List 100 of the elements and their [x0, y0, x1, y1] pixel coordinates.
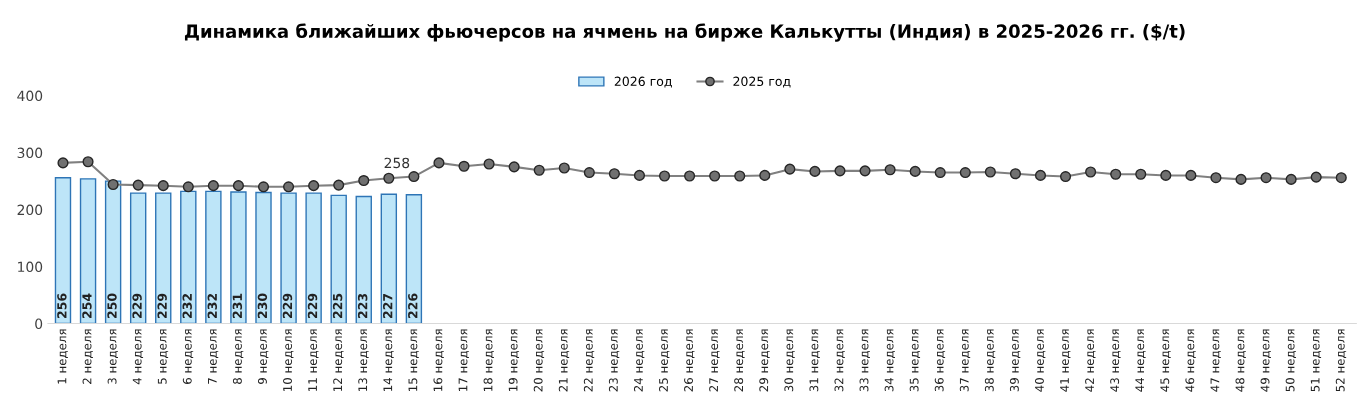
point	[182, 181, 194, 193]
data-label: 232	[207, 294, 217, 319]
bar	[355, 195, 372, 324]
data-label: 230	[257, 293, 268, 319]
data-label: 258	[384, 157, 410, 169]
data-label: 256	[57, 293, 67, 319]
x-tick-label: 11 неделя	[308, 329, 319, 391]
point	[658, 170, 671, 182]
x-tick-label: 36 неделя	[934, 329, 946, 392]
point	[959, 167, 971, 179]
x-tick-label: 7 неделя	[208, 329, 219, 384]
point	[709, 170, 721, 182]
x-tick-label: 27 неделя	[709, 329, 720, 392]
data-label: 229	[282, 293, 293, 319]
point	[734, 170, 746, 182]
x-tick-label: 29 неделя	[759, 329, 770, 392]
point	[57, 157, 69, 169]
point	[1260, 172, 1272, 184]
x-tick-label: 42 неделя	[1085, 329, 1096, 392]
x-tick-label: 4 неделя	[132, 329, 144, 385]
legend-label: 2025 год	[733, 76, 791, 88]
point	[809, 165, 821, 177]
x-tick-label: 30 неделя	[784, 329, 795, 392]
data-label: 250	[107, 293, 117, 319]
x-tick-label: 39 неделя	[1009, 329, 1021, 392]
point	[333, 179, 345, 191]
y-tick-label: 400	[17, 90, 43, 102]
point	[583, 167, 595, 179]
point	[358, 174, 370, 187]
x-tick-label: 28 неделя	[734, 329, 745, 392]
x-tick-label: 47 неделя	[1210, 329, 1221, 392]
x-tick-label: 1 неделя	[57, 329, 68, 384]
x-tick-label: 26 неделя	[684, 329, 695, 392]
point	[909, 165, 921, 177]
data-label: 254	[82, 293, 92, 319]
point	[1310, 171, 1322, 183]
point	[1034, 169, 1047, 181]
x-tick-label: 24 неделя	[633, 329, 645, 392]
bar	[405, 194, 423, 324]
data-label: 225	[332, 293, 343, 319]
x-tick-label: 10 неделя	[283, 329, 294, 391]
point	[633, 169, 646, 181]
point	[433, 157, 445, 169]
point	[308, 180, 320, 192]
x-tick-label: 17 неделя	[458, 329, 469, 391]
point	[132, 179, 144, 191]
point	[608, 168, 620, 180]
x-tick-label: 45 неделя	[1160, 329, 1171, 392]
data-label: 231	[232, 293, 243, 319]
x-tick-label: 50 неделя	[1285, 329, 1297, 392]
x-tick-label: 33 неделя	[859, 329, 870, 392]
x-tick-label: 40 неделя	[1034, 329, 1046, 392]
data-label: 229	[157, 293, 167, 319]
x-tick-label: 22 неделя	[583, 329, 595, 392]
chart-title: Динамика ближайших фьючерсов на ячмень на бирже Калькутты (Индия) в 2025-2026 гг. ($/t)	[184, 23, 1185, 42]
point	[232, 180, 244, 192]
bar	[129, 192, 147, 324]
point	[1085, 166, 1097, 178]
y-tick-label: 200	[17, 204, 43, 216]
x-tick-label: 21 неделя	[558, 329, 570, 392]
x-tick-label: 8 неделя	[232, 329, 244, 384]
bar	[155, 192, 172, 324]
point	[1235, 173, 1247, 185]
bar	[205, 190, 222, 324]
point	[684, 170, 696, 182]
point	[533, 164, 545, 176]
point	[1135, 168, 1147, 180]
x-tick-label: 38 неделя	[984, 329, 996, 392]
point	[157, 180, 169, 192]
point	[759, 169, 771, 181]
data-label: 232	[182, 294, 192, 319]
data-label: 226	[408, 293, 418, 319]
x-tick-label: 23 неделя	[608, 329, 620, 392]
x-tick-label: 25 неделя	[659, 329, 670, 392]
bar	[79, 178, 97, 324]
x-tick-label: 52 неделя	[1335, 329, 1347, 392]
x-tick-label: 19 неделя	[508, 329, 520, 391]
data-label: 229	[307, 293, 318, 319]
point	[859, 165, 871, 177]
x-tick-label: 15 неделя	[408, 329, 419, 391]
point	[1335, 172, 1347, 184]
x-tick-label: 34 неделя	[884, 329, 895, 392]
x-tick-label: 9 неделя	[258, 329, 269, 384]
x-tick-label: 31 неделя	[809, 329, 820, 392]
x-tick-label: 2 неделя	[82, 329, 93, 384]
x-tick-label: 20 неделя	[533, 329, 545, 392]
bar	[54, 177, 72, 324]
bar	[180, 190, 197, 324]
x-tick-label: 41 неделя	[1060, 329, 1071, 392]
x-tick-label: 37 неделя	[959, 329, 971, 392]
bar	[305, 192, 322, 324]
point	[408, 171, 420, 183]
x-tick-label: 48 неделя	[1235, 329, 1246, 392]
x-tick-label: 35 неделя	[909, 329, 921, 392]
x-tick-label: 13 неделя	[358, 329, 369, 391]
bar	[255, 191, 272, 324]
point	[884, 164, 896, 176]
point	[458, 160, 470, 172]
point	[1059, 171, 1072, 183]
data-label: 229	[132, 293, 142, 319]
